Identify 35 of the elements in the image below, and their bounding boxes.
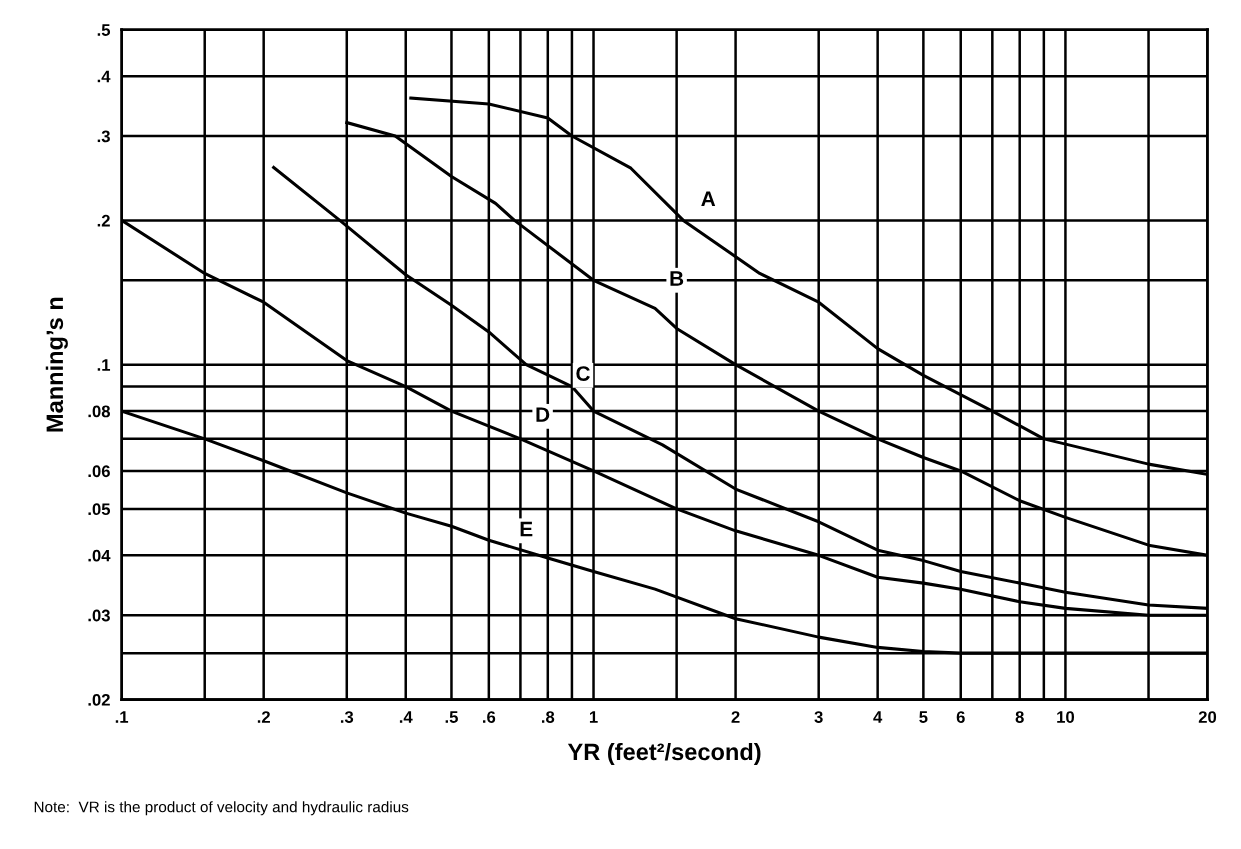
y-tick-label: .4 — [97, 70, 111, 83]
y-tick-label: .03 — [88, 609, 110, 622]
annotation: C — [576, 366, 590, 381]
x-tick-label: .8 — [541, 711, 555, 723]
text: Note: VR is the product of velocity and hydraulic radius — [34, 801, 409, 816]
x-tick-label: 4 — [873, 711, 883, 723]
y-tick-label: .02 — [88, 693, 110, 706]
x-tick-label: 3 — [814, 711, 823, 723]
y-tick-label: .1 — [97, 359, 111, 371]
y-tick-label: .2 — [97, 214, 110, 227]
x-tick-label: .5 — [445, 711, 458, 723]
x-tick-label: 20 — [1198, 711, 1217, 723]
x-axis-title: YR (feet²/second) — [567, 742, 761, 765]
x-tick-label: .3 — [340, 711, 354, 723]
x-tick-label: 8 — [1015, 711, 1024, 723]
y-tick-label: .5 — [97, 24, 111, 36]
x-tick-label: 2 — [731, 711, 740, 723]
annotation: A — [701, 191, 716, 206]
x-tick-label: 6 — [956, 711, 965, 723]
x-tick-label: .4 — [399, 711, 413, 723]
annotation: B — [670, 271, 684, 286]
x-tick-label: 5 — [919, 711, 928, 723]
y-tick-label: .3 — [97, 130, 110, 143]
x-tick-label: 10 — [1057, 711, 1075, 723]
x-tick-label: .1 — [115, 711, 129, 723]
x-tick-label: .6 — [483, 711, 496, 723]
y-tick-label: .05 — [88, 503, 111, 516]
y-tick-label: .06 — [88, 465, 110, 478]
y-tick-label: .08 — [88, 405, 110, 418]
x-tick-label: .2 — [257, 711, 270, 723]
x-tick-label: 1 — [589, 711, 598, 723]
y-tick-label: .04 — [88, 549, 111, 562]
annotation: D — [536, 407, 550, 422]
y-axis-title: Manning’s n — [45, 297, 68, 432]
annotation: E — [520, 521, 533, 537]
